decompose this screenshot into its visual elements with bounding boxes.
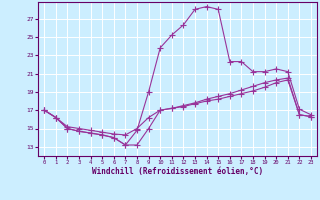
X-axis label: Windchill (Refroidissement éolien,°C): Windchill (Refroidissement éolien,°C)	[92, 167, 263, 176]
